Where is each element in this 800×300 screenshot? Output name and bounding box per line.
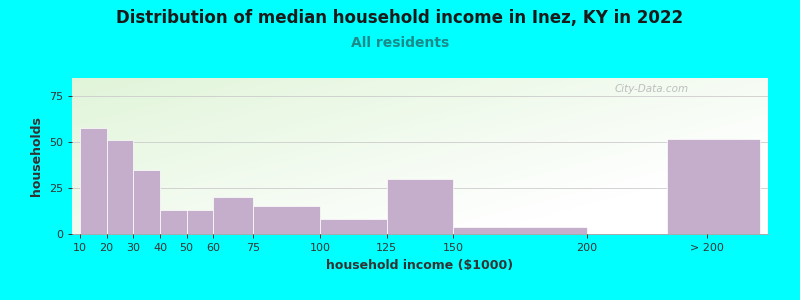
- Bar: [160, 210, 186, 234]
- Bar: [134, 170, 160, 234]
- X-axis label: household income ($1000): household income ($1000): [326, 259, 514, 272]
- Text: City-Data.com: City-Data.com: [615, 84, 689, 94]
- Bar: [186, 210, 214, 234]
- Bar: [320, 219, 386, 234]
- Text: Distribution of median household income in Inez, KY in 2022: Distribution of median household income …: [117, 9, 683, 27]
- Bar: [666, 139, 760, 234]
- Bar: [386, 179, 454, 234]
- Text: All residents: All residents: [351, 36, 449, 50]
- Bar: [214, 197, 254, 234]
- Bar: [454, 227, 586, 234]
- Bar: [80, 128, 106, 234]
- Y-axis label: households: households: [30, 116, 43, 196]
- Bar: [254, 206, 320, 234]
- Bar: [106, 140, 134, 234]
